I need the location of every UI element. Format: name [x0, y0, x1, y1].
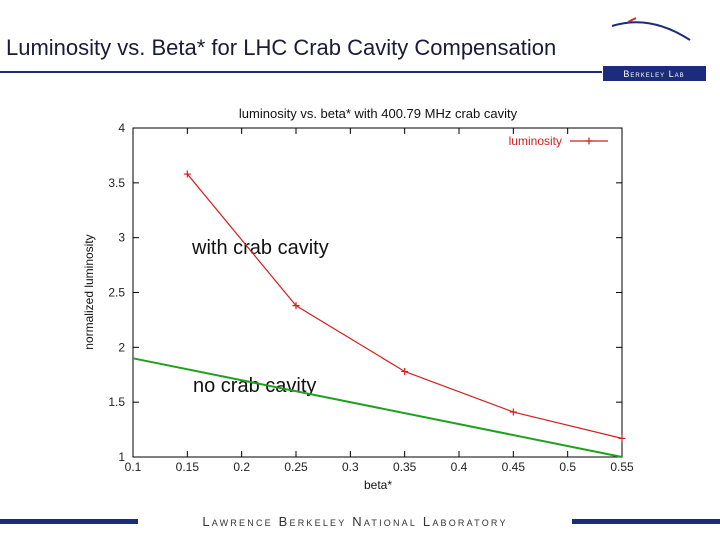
- x-tick-label: 0.15: [176, 460, 200, 474]
- x-tick-label: 0.25: [284, 460, 308, 474]
- y-tick-label: 3.5: [108, 176, 125, 190]
- y-tick-label: 2: [118, 340, 125, 354]
- x-tick-label: 0.1: [125, 460, 142, 474]
- annotation: with crab cavity: [191, 237, 329, 259]
- footer-text: Lawrence Berkeley National Laboratory: [202, 514, 507, 529]
- logo-accent: [627, 17, 637, 23]
- footer-bar-left: [0, 519, 138, 524]
- x-axis-label: beta*: [364, 478, 392, 492]
- legend-label: luminosity: [509, 134, 562, 148]
- x-tick-label: 0.5: [559, 460, 576, 474]
- x-tick-label: 0.2: [233, 460, 250, 474]
- y-tick-label: 3: [118, 231, 125, 245]
- x-tick-label: 0.3: [342, 460, 359, 474]
- y-tick-label: 1.5: [108, 395, 125, 409]
- logo-text: Berkeley Lab: [623, 69, 684, 79]
- x-tick-label: 0.4: [451, 460, 468, 474]
- data-point: [183, 170, 191, 178]
- data-point: [618, 434, 626, 442]
- y-tick-label: 2.5: [108, 286, 125, 300]
- y-tick-label: 1: [118, 450, 125, 464]
- y-tick-label: 4: [118, 121, 125, 135]
- logo-box: [603, 66, 706, 81]
- data-point: [292, 302, 300, 310]
- x-tick-label: 0.35: [393, 460, 417, 474]
- logo-swoosh: [611, 21, 691, 41]
- x-tick-label: 0.45: [502, 460, 526, 474]
- slide-title: Luminosity vs. Beta* for LHC Crab Cavity…: [6, 35, 556, 60]
- y-axis-label: normalized luminosity: [82, 234, 96, 349]
- legend-marker: [585, 137, 593, 145]
- x-tick-label: 0.55: [610, 460, 634, 474]
- annotation: no crab cavity: [193, 375, 316, 397]
- chart-title: luminosity vs. beta* with 400.79 MHz cra…: [239, 106, 518, 121]
- data-point: [509, 408, 517, 416]
- series-line: [132, 357, 623, 458]
- footer-bar-right: [572, 519, 720, 524]
- data-point: [401, 367, 409, 375]
